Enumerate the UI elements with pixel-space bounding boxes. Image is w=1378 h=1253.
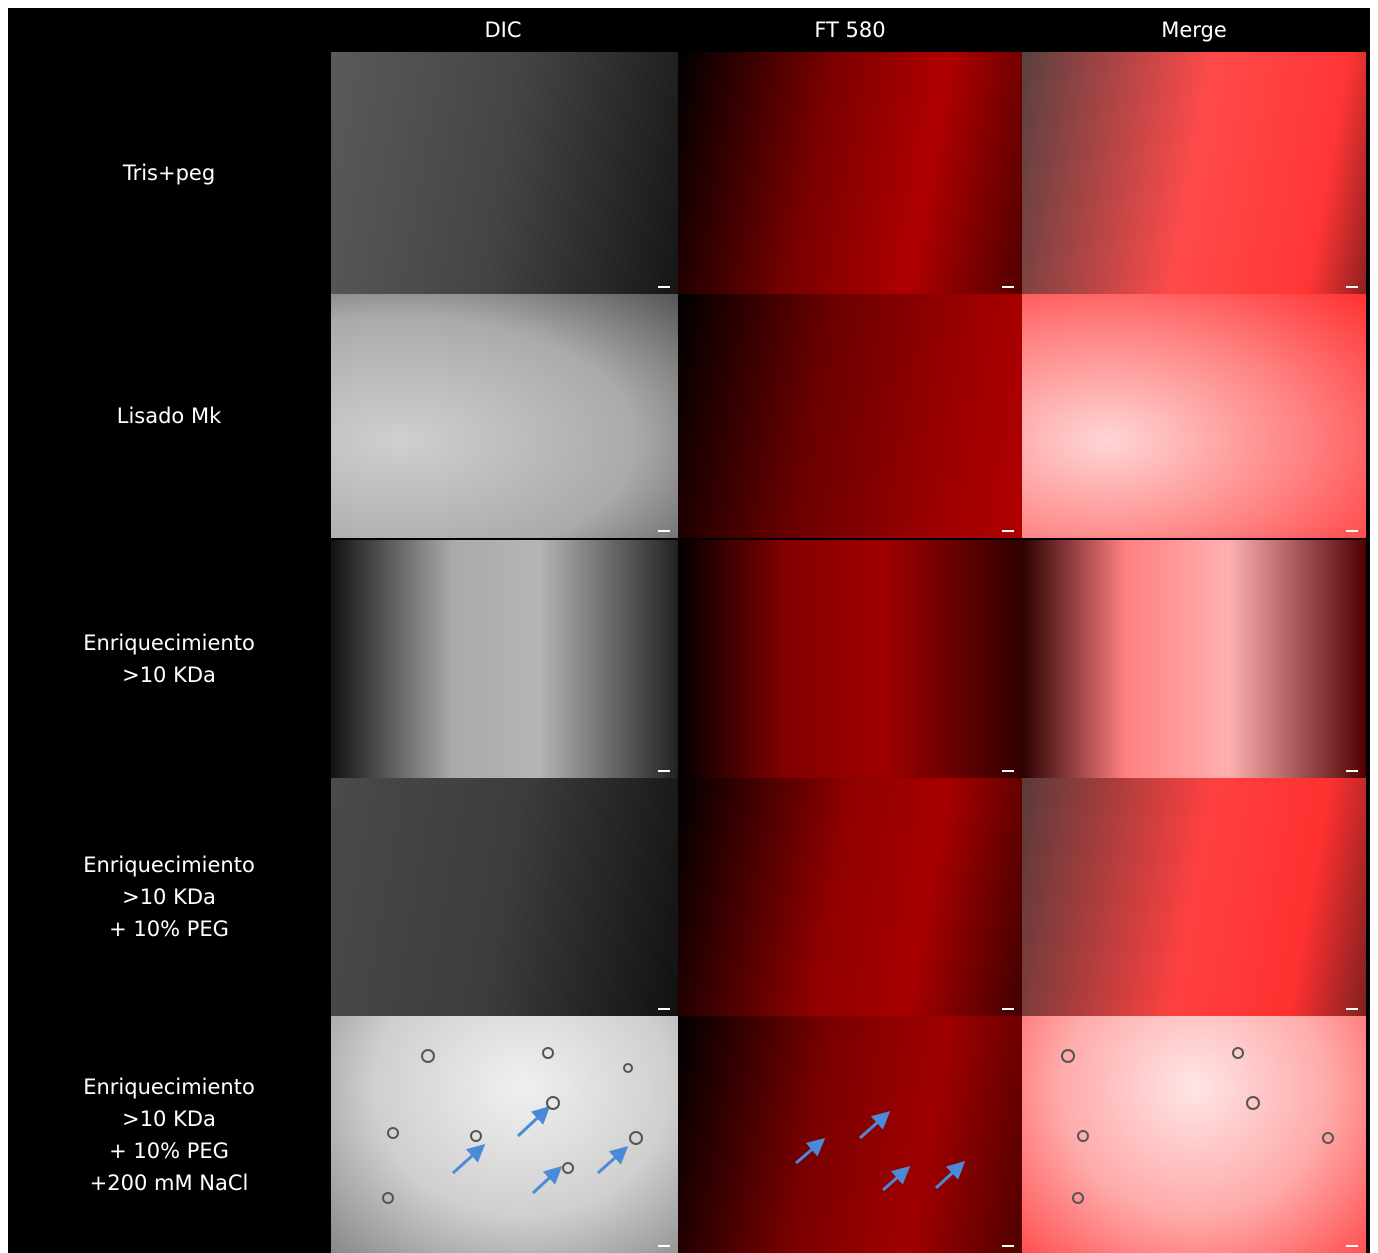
arrow	[883, 1168, 908, 1190]
particle	[547, 1097, 559, 1109]
particle	[1323, 1133, 1333, 1143]
particle	[1078, 1131, 1088, 1141]
arrow	[453, 1146, 483, 1173]
arrow	[796, 1140, 823, 1163]
particle	[543, 1048, 553, 1058]
arrow	[518, 1108, 548, 1136]
particle	[624, 1064, 632, 1072]
particle	[471, 1131, 481, 1141]
particle	[383, 1193, 393, 1203]
particle	[1247, 1097, 1259, 1109]
particle	[630, 1132, 642, 1144]
particle	[422, 1050, 434, 1062]
particle	[388, 1128, 398, 1138]
arrow	[936, 1163, 963, 1188]
arrow	[860, 1113, 888, 1138]
particle	[1062, 1050, 1074, 1062]
arrow	[598, 1148, 626, 1173]
particle	[563, 1163, 573, 1173]
arrow	[533, 1168, 560, 1193]
annotations	[8, 8, 1370, 1253]
particle	[1233, 1048, 1243, 1058]
particle	[1073, 1193, 1083, 1203]
